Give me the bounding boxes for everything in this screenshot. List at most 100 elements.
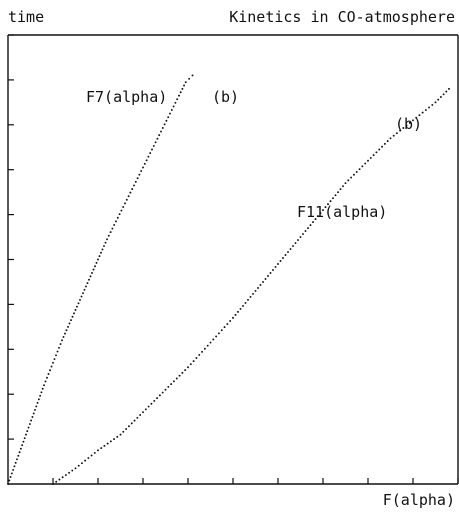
series-1-point-14 bbox=[23, 437, 26, 440]
series-2-point-11 bbox=[84, 459, 87, 462]
series-2-point-121 bbox=[383, 142, 386, 145]
series-1-point-107 bbox=[170, 109, 173, 111]
series-1-point-85 bbox=[131, 188, 134, 190]
series-2-point-113 bbox=[361, 165, 364, 168]
series-1-point-55 bbox=[82, 292, 84, 295]
series-2-point-127 bbox=[402, 127, 405, 129]
series-2-point-30 bbox=[142, 411, 144, 414]
series-1-point-33 bbox=[49, 369, 51, 372]
series-2-point-1 bbox=[52, 483, 54, 485]
series-2-point-135 bbox=[428, 106, 431, 109]
series-1-point-46 bbox=[68, 322, 71, 325]
series-1-point-11 bbox=[19, 447, 22, 450]
series-2-point-77 bbox=[269, 272, 272, 274]
series-2-point-55 bbox=[212, 338, 215, 341]
series-2-point-128 bbox=[405, 124, 408, 127]
series-2-point-68 bbox=[247, 298, 249, 301]
series-1-point-104 bbox=[165, 119, 168, 122]
series-2-point-29 bbox=[139, 414, 142, 416]
series-1-point-29 bbox=[43, 384, 45, 387]
series-2-point-101 bbox=[329, 200, 332, 203]
series-2-point-141 bbox=[445, 90, 448, 93]
series-2-point-119 bbox=[378, 148, 381, 151]
series-2-point-64 bbox=[237, 310, 239, 313]
series-1-point-78 bbox=[118, 213, 121, 216]
series-2-point-61 bbox=[229, 320, 232, 322]
series-1-point-24 bbox=[36, 401, 39, 404]
series-1-point-65 bbox=[97, 258, 99, 261]
series-2-point-133 bbox=[421, 111, 424, 114]
series-1-point-63 bbox=[94, 265, 96, 268]
series-2-point-47 bbox=[189, 363, 192, 366]
series-1-point-7 bbox=[14, 461, 17, 464]
series-2-point-60 bbox=[226, 323, 229, 325]
series-2-point-99 bbox=[324, 206, 327, 209]
series-1-point-106 bbox=[169, 112, 171, 115]
series-1-point-36 bbox=[53, 358, 56, 360]
series-1-point-115 bbox=[184, 81, 187, 84]
series-2-point-112 bbox=[358, 168, 361, 171]
series-1-point-25 bbox=[37, 398, 40, 401]
series-2-point-65 bbox=[239, 307, 242, 310]
series-2-point-45 bbox=[184, 369, 187, 372]
series-1-point-16 bbox=[26, 430, 29, 433]
series-2-point-79 bbox=[274, 266, 277, 268]
series-1-point-64 bbox=[95, 261, 98, 264]
series-2-point-78 bbox=[272, 269, 274, 271]
series-1-point-9 bbox=[17, 454, 20, 457]
series-1-point-113 bbox=[181, 87, 184, 90]
series-2-point-51 bbox=[201, 350, 204, 353]
series-1-point-18 bbox=[28, 423, 31, 425]
series-2-point-54 bbox=[209, 341, 212, 344]
series-1-point-80 bbox=[122, 206, 125, 208]
series-2-point-32 bbox=[147, 405, 150, 408]
series-1-point-61 bbox=[91, 272, 93, 274]
series-1-point-49 bbox=[73, 312, 75, 315]
series-2-point-131 bbox=[415, 116, 418, 119]
series-2-point-94 bbox=[312, 221, 314, 224]
series-2-point-140 bbox=[442, 93, 445, 96]
series-2-point-23 bbox=[122, 430, 125, 433]
series-2-point-84 bbox=[287, 251, 289, 253]
series-1-point-4 bbox=[10, 472, 13, 475]
series-2-point-107 bbox=[344, 182, 347, 185]
series-2-point-38 bbox=[164, 388, 167, 391]
series-1-point-100 bbox=[158, 134, 161, 137]
series-1-point-109 bbox=[174, 101, 177, 104]
y-axis-label: time bbox=[8, 8, 44, 26]
series-2-point-57 bbox=[217, 332, 220, 335]
series-2-point-86 bbox=[292, 245, 294, 247]
series-2-point-105 bbox=[339, 188, 342, 191]
series-2-point-126 bbox=[399, 129, 402, 132]
series-2-point-50 bbox=[198, 353, 201, 356]
annotation-f11-b: (b) bbox=[395, 115, 422, 133]
series-1-point-57 bbox=[85, 285, 87, 288]
series-1-point-105 bbox=[167, 116, 170, 119]
series-2-point-41 bbox=[172, 380, 175, 383]
series-2-point-95 bbox=[314, 218, 317, 221]
series-1-point-15 bbox=[25, 433, 27, 436]
series-1-point-2 bbox=[8, 479, 11, 482]
series-2-point-56 bbox=[215, 335, 218, 338]
series-2-point-43 bbox=[178, 374, 181, 377]
series-2-point-87 bbox=[294, 242, 297, 244]
series-2-point-108 bbox=[347, 179, 350, 182]
series-2-point-109 bbox=[350, 176, 353, 179]
series-1-point-34 bbox=[50, 365, 53, 368]
series-1-point-35 bbox=[52, 361, 54, 364]
series-1-point-68 bbox=[101, 248, 104, 251]
series-1-point-30 bbox=[44, 380, 47, 383]
series-2-point-88 bbox=[297, 239, 299, 241]
series-2-point-85 bbox=[289, 248, 292, 250]
series-2-point-39 bbox=[167, 385, 170, 388]
series-1-point-70 bbox=[104, 241, 107, 244]
series-1-point-75 bbox=[113, 223, 116, 226]
series-2-point-69 bbox=[249, 295, 252, 298]
series-1-point-102 bbox=[161, 126, 164, 129]
series-1-point-59 bbox=[88, 278, 90, 281]
series-1-point-103 bbox=[163, 123, 166, 126]
series-2-point-48 bbox=[192, 360, 195, 363]
series-2-point-92 bbox=[307, 227, 309, 230]
series-2-point-97 bbox=[319, 212, 322, 215]
series-1-point-28 bbox=[41, 387, 44, 390]
